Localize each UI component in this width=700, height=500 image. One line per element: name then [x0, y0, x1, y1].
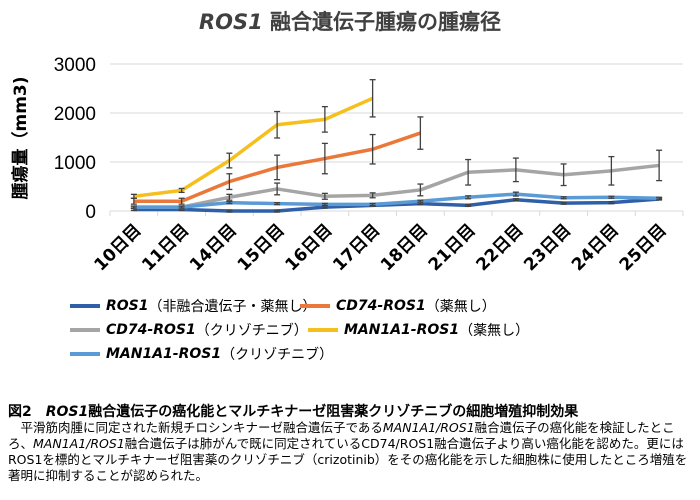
series-line-2 [133, 163, 660, 209]
title-italic: ROS1 [198, 10, 263, 34]
error-bar [465, 158, 472, 186]
figure-number: 図2 [8, 404, 46, 420]
error-bar [274, 202, 281, 206]
legend-series-note: （薬無し） [459, 323, 530, 339]
caption-title-rest: 融合遺伝子の癌化能とマルチキナーゼ阻害薬クリゾチニブの細胞増殖抑制効果 [88, 404, 579, 420]
legend-series-note: （薬無し） [425, 299, 496, 315]
error-bar [130, 193, 137, 199]
error-bar [417, 116, 424, 150]
error-bar [274, 182, 281, 196]
error-bar [321, 142, 328, 175]
x-tick-label: 21日目 [425, 220, 480, 275]
error-bar [178, 205, 185, 209]
error-bar [608, 195, 615, 199]
error-bar [274, 154, 281, 181]
chart-title: ROS1 融合遺伝子腫瘍の腫瘍径 [0, 6, 700, 36]
error-bar [274, 209, 281, 213]
error-bar [417, 183, 424, 197]
caption: 図2 ROS1融合遺伝子の癌化能とマルチキナーゼ阻害薬クリゾチニブの細胞増殖抑制… [8, 404, 698, 484]
legend-swatch [300, 304, 330, 308]
error-bar [226, 201, 233, 205]
legend-series-name: MAN1A1-ROS1 [344, 322, 460, 338]
legend-swatch [70, 328, 100, 332]
y-tick-label: 2000 [54, 104, 96, 125]
legend-series-name: CD74-ROS1 [106, 322, 196, 338]
legend-swatch [308, 328, 338, 332]
error-bar [417, 199, 424, 203]
caption-text: 融合遺伝子の癌化能を検証したところ、 [8, 420, 675, 451]
caption-title: 図2 ROS1融合遺伝子の癌化能とマルチキナーゼ阻害薬クリゾチニブの細胞増殖抑制… [8, 404, 698, 420]
line-chart: 0 1000 2000 3000 10日目11日目14日目15日目16日目17日目18日… [10, 55, 684, 275]
caption-gene: MAN1A1/ROS1 [33, 436, 125, 451]
caption-body: 平滑筋肉腫に同定された新規チロシンキナーゼ融合遺伝子であるMAN1A1/ROS1… [8, 420, 698, 484]
error-bar [178, 197, 185, 205]
error-bar [656, 196, 663, 200]
error-bar [608, 201, 615, 205]
error-bar [608, 155, 615, 186]
x-tick-label: 15日目 [234, 220, 289, 275]
error-bar [130, 205, 137, 209]
caption-gene: MAN1A1/ROS1 [382, 420, 475, 435]
legend-item: ROS1 （非融合遺伝子・薬無し） [70, 296, 317, 316]
x-tick-label: 22日目 [472, 220, 527, 275]
error-bar [465, 203, 472, 207]
y-tick-label: 1000 [54, 153, 96, 174]
x-tick-label: 18日目 [377, 220, 432, 275]
x-tick-label: 16日目 [281, 220, 336, 275]
x-tick-label: 25日目 [616, 220, 671, 275]
caption-text: 融合遺伝子は肺がんで既に同定されているCD74/ROS1融合遺伝子より高い癌化能… [8, 436, 688, 483]
series-line-4 [133, 192, 660, 209]
legend-item: CD74-ROS1 （クリゾチニブ） [70, 320, 308, 340]
y-tick-label: 3000 [54, 55, 96, 76]
legend-series-name: CD74-ROS1 [336, 298, 426, 314]
error-bar [226, 152, 233, 169]
caption-text: 平滑筋肉腫に同定された新規チロシンキナーゼ融合遺伝子である [8, 420, 383, 435]
error-bar [512, 198, 519, 202]
legend-item: MAN1A1-ROS1 （薬無し） [308, 320, 529, 340]
x-tick-label: 14日目 [186, 220, 241, 275]
error-bar [369, 192, 376, 199]
error-bar [560, 196, 567, 200]
y-axis-label: 腫瘍量（mm3) [10, 76, 31, 199]
error-bar [369, 202, 376, 207]
legend-swatch [70, 352, 100, 356]
error-bar [656, 149, 663, 182]
caption-title-italic: ROS1 [45, 404, 89, 420]
legend-series-note: （クリゾチニブ） [221, 347, 334, 363]
error-bar [321, 192, 328, 200]
legend-series-name: MAN1A1-ROS1 [106, 346, 222, 362]
error-bar [226, 173, 233, 191]
legend-series-name: ROS1 [106, 298, 149, 314]
title-rest: 融合遺伝子腫瘍の腫瘍径 [262, 10, 502, 34]
legend-swatch [70, 304, 100, 308]
error-bar [465, 195, 472, 200]
error-bar [226, 209, 233, 213]
error-bar [560, 163, 567, 187]
legend-series-note: （非融合遺伝子・薬無し） [148, 299, 317, 315]
x-tick-label: 10日目 [90, 220, 145, 275]
error-bar [560, 201, 567, 205]
error-bar [512, 157, 519, 183]
error-bar [369, 79, 376, 118]
error-bar [226, 193, 233, 201]
error-bar [321, 202, 328, 207]
legend-item: MAN1A1-ROS1 （クリゾチニブ） [70, 344, 333, 364]
error-bar [274, 110, 281, 139]
error-bar [369, 133, 376, 165]
error-bar [178, 187, 185, 194]
legend-item: CD74-ROS1 （薬無し） [300, 296, 496, 316]
legend-series-note: （クリゾチニブ） [195, 323, 308, 339]
y-tick-label: 0 [85, 202, 96, 223]
x-tick-label: 24日目 [568, 220, 623, 275]
x-tick-label: 11日目 [138, 220, 193, 275]
error-bar [512, 191, 519, 197]
series-line-3 [133, 96, 374, 199]
x-tick-label: 17日目 [329, 220, 384, 275]
x-tick-label: 23日目 [520, 220, 575, 275]
error-bar [321, 105, 328, 133]
